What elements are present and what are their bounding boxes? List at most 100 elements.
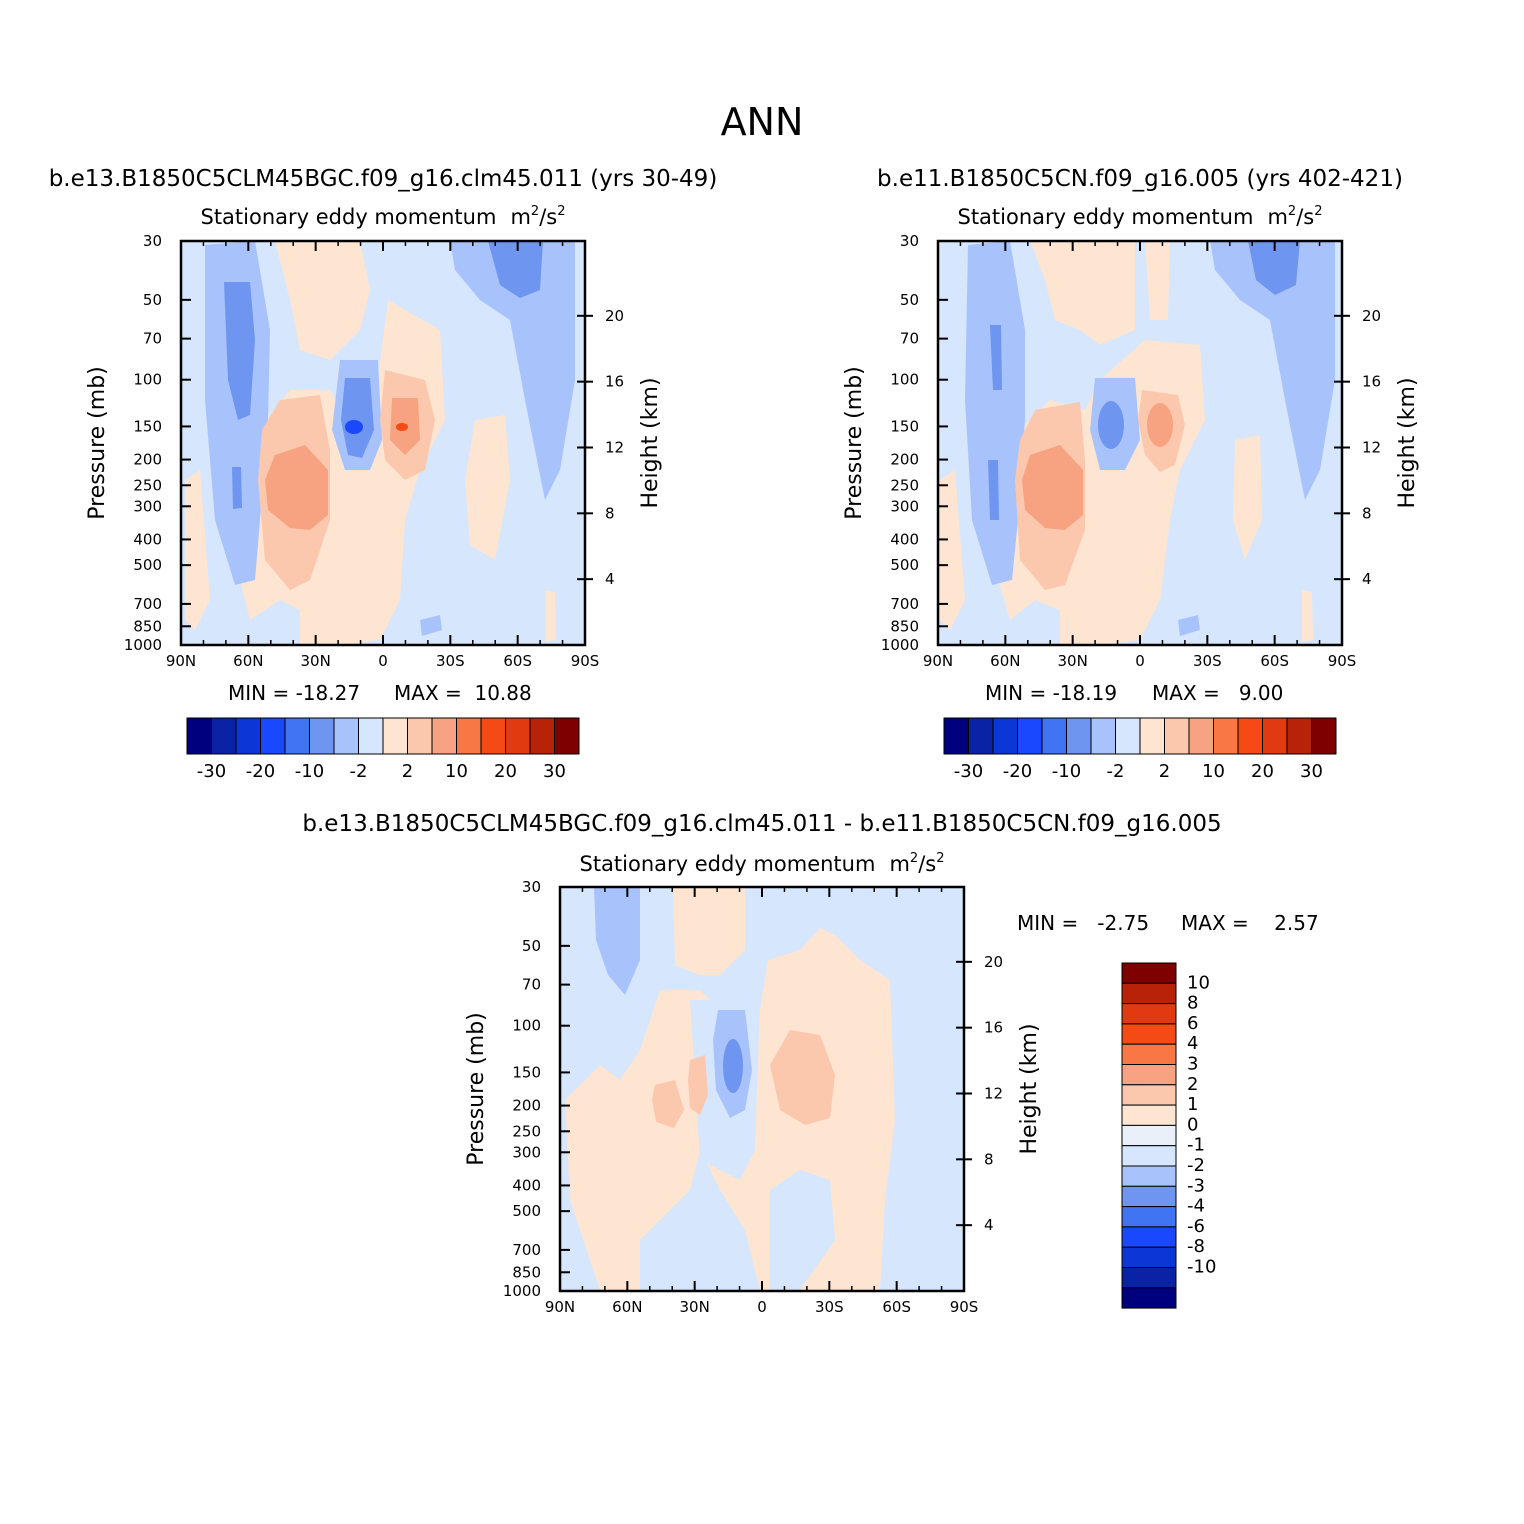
panel-case2: b.e11.B1850C5CN.f09_g16.005 (yrs 402-421… — [842, 166, 1420, 782]
y-right-tick-label: 20 — [1362, 307, 1381, 325]
panel-diff: b.e13.B1850C5CLM45BGC.f09_g16.clm45.011 … — [302, 811, 1318, 1316]
y-tick-label: 500 — [512, 1202, 541, 1220]
contour-neg-5 — [224, 282, 255, 420]
colorbar-label: -30 — [197, 761, 226, 782]
contour-neg-7 — [1248, 241, 1300, 295]
colorbar-label: 3 — [1187, 1054, 1198, 1075]
y-right-axis-label: Height (km) — [1395, 377, 1420, 508]
x-tick-label: 30N — [301, 652, 331, 670]
x-tick-label: 60S — [503, 652, 532, 670]
colorbar-box — [358, 717, 384, 755]
colorbar-box — [1121, 1165, 1177, 1187]
y-axis-label: Pressure (mb) — [464, 1012, 489, 1166]
y-tick-label: 30 — [900, 232, 919, 250]
units-base: m — [889, 852, 909, 876]
contour-neg-3 — [770, 1170, 835, 1290]
colorbar-label: 10 — [1187, 972, 1210, 993]
colorbar-label: -30 — [954, 761, 983, 782]
max-label: MAX = 10.88 — [394, 681, 532, 705]
y-tick-label: 70 — [143, 330, 162, 348]
colorbar-box — [1286, 717, 1312, 755]
units-mid: /s — [1296, 205, 1314, 229]
x-tick-label: 0 — [1135, 652, 1145, 670]
contour-pos-4 — [185, 470, 210, 630]
x-tick-label: 60S — [882, 1298, 911, 1316]
colorbar-box — [235, 717, 261, 755]
units-exp2: 2 — [1314, 204, 1322, 219]
y-tick-label: 300 — [133, 497, 162, 515]
contour-pos-5 — [770, 1030, 835, 1125]
contour-neg-6 — [232, 467, 242, 509]
x-tick-label: 90N — [166, 652, 196, 670]
y-tick-label: 850 — [133, 617, 162, 635]
colorbar-box — [968, 717, 994, 755]
contour-neg-8 — [341, 378, 374, 458]
colorbar-box — [1121, 1185, 1177, 1208]
colorbar-label: 30 — [1300, 761, 1323, 782]
contour-neg-1 — [965, 241, 1025, 585]
colorbar-label: -10 — [295, 761, 324, 782]
colorbar-label: -4 — [1187, 1196, 1205, 1217]
y-tick-label: 200 — [512, 1097, 541, 1115]
colorbar-label: -2 — [1107, 761, 1125, 782]
colorbar-label: 6 — [1187, 1013, 1198, 1034]
y-tick-label: 250 — [512, 1122, 541, 1140]
y-tick-label: 300 — [512, 1143, 541, 1161]
colorbar-box — [1121, 1104, 1177, 1126]
y-tick-label: 150 — [133, 417, 162, 435]
x-tick-label: 30S — [1193, 652, 1222, 670]
colorbar-label: 0 — [1187, 1114, 1198, 1135]
y-tick-label: 850 — [890, 617, 919, 635]
x-tick-label: 90S — [950, 1298, 979, 1316]
y-tick-label: 30 — [143, 232, 162, 250]
y-tick-label: 1000 — [881, 636, 919, 654]
colorbar-box — [1121, 1023, 1177, 1045]
x-tick-label: 0 — [378, 652, 388, 670]
x-tick-label: 30S — [815, 1298, 844, 1316]
y-tick-label: 50 — [900, 291, 919, 309]
colorbar-box — [1121, 1003, 1177, 1025]
colorbar-box — [1237, 717, 1263, 755]
colorbar-box — [1121, 1226, 1177, 1248]
y-tick-label: 400 — [133, 530, 162, 548]
colorbar-label: 20 — [494, 761, 517, 782]
y-tick-label: 150 — [890, 417, 919, 435]
colorbar-box — [1213, 717, 1239, 755]
colorbar-box — [529, 717, 555, 755]
colorbar-box — [407, 717, 433, 755]
colorbar-label: 8 — [1187, 993, 1198, 1014]
colorbar-box — [456, 717, 482, 755]
contour-pos-4 — [1233, 435, 1262, 560]
colorbar-box — [943, 717, 969, 755]
y-right-tick-label: 16 — [1362, 373, 1381, 391]
colorbar-box — [1066, 717, 1092, 755]
colorbar-label: 2 — [402, 761, 413, 782]
y-right-axis-label: Height (km) — [638, 377, 663, 508]
y-right-tick-label: 16 — [605, 373, 624, 391]
max-label: MAX = 2.57 — [1181, 911, 1319, 935]
y-right-tick-label: 8 — [1362, 504, 1372, 522]
y-tick-label: 700 — [512, 1241, 541, 1259]
y-right-tick-label: 8 — [984, 1150, 994, 1168]
colorbar-label: 30 — [543, 761, 566, 782]
panel-title: Stationary eddy momentum m2/s2 — [200, 204, 565, 229]
colorbar-label: 2 — [1187, 1074, 1198, 1095]
contour-min — [723, 1039, 743, 1093]
min-label: MIN = -18.19 — [985, 681, 1117, 705]
colorbar-box — [992, 717, 1018, 755]
min-label: MIN = -2.75 — [1017, 911, 1149, 935]
colorbar-box — [333, 717, 359, 755]
colorbar-label: -20 — [246, 761, 275, 782]
colorbar-label: -2 — [350, 761, 368, 782]
y-tick-label: 200 — [890, 451, 919, 469]
colorbar-label: -6 — [1187, 1216, 1205, 1237]
colorbar-box — [1121, 1287, 1177, 1309]
y-tick-label: 300 — [890, 497, 919, 515]
colorbar-box — [1121, 1206, 1177, 1228]
plot-field — [181, 241, 585, 645]
colorbar-label: -3 — [1187, 1175, 1205, 1196]
colorbar-label: -8 — [1187, 1236, 1205, 1257]
colorbar-label: -10 — [1187, 1257, 1216, 1278]
contour-neg-2 — [1210, 241, 1335, 500]
